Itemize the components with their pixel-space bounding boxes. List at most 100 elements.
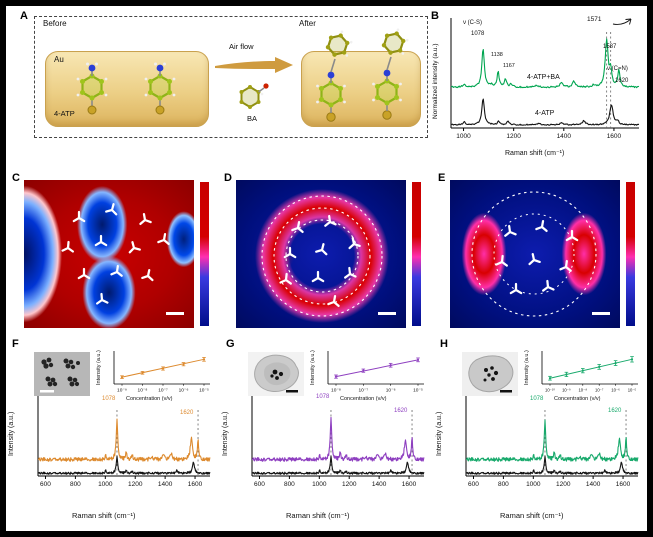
molecule-4atp-icon: [74, 56, 110, 120]
annotation-1078: 1078: [471, 31, 485, 37]
panel-d-label: D: [224, 172, 232, 184]
svg-text:1200: 1200: [556, 481, 571, 488]
panel-a-label: A: [20, 10, 28, 22]
tem-image-f: [40, 357, 80, 393]
svg-text:1600: 1600: [616, 481, 631, 488]
dotted-circle: [493, 213, 575, 295]
dotted-circle: [285, 219, 359, 293]
colorbar-d: [412, 182, 421, 326]
tem-image-g: [254, 354, 299, 393]
nanostructure-icon: [346, 235, 361, 250]
field-map-e-overlay: [471, 191, 610, 317]
nanostructure-icon: [94, 234, 108, 247]
panel-f-ylabel: Intensity (a.u.): [8, 411, 15, 457]
molecule-imine-icons: [315, 27, 413, 123]
svg-text:1600: 1600: [188, 481, 203, 488]
svg-text:1600: 1600: [402, 481, 417, 488]
au-substrate-before: Au 4-ATP: [45, 51, 209, 127]
panel-g-ylabel: Intensity (a.u.): [222, 411, 229, 457]
cal-g-plot: 10⁻⁸ 10⁻⁷ 10⁻⁶ 10⁻⁵: [327, 351, 424, 394]
ba-label: BA: [247, 114, 258, 123]
tem-image-h: [468, 355, 514, 393]
field-map-c: [24, 180, 194, 328]
annotation-1571: 1571: [587, 16, 602, 23]
panel-c: C: [8, 172, 216, 330]
svg-text:1400: 1400: [557, 133, 572, 140]
svg-text:1200: 1200: [342, 481, 357, 488]
cal-g-xlabel: Concentration (v/v): [340, 396, 387, 402]
nanostructure-icon: [105, 201, 120, 216]
field-map-e: [450, 180, 620, 328]
molecule-4atp-label: 4-ATP: [54, 109, 75, 118]
peak-label-1620: 1620: [180, 410, 194, 416]
annotation-1620: 1620: [615, 78, 629, 84]
svg-text:10⁻⁶: 10⁻⁶: [179, 388, 189, 394]
cal-f-plot: 10⁻⁹ 10⁻⁸ 10⁻⁷ 10⁻⁶ 10⁻⁵: [113, 351, 210, 394]
panel-h-xlabel: Raman shift (cm⁻¹): [500, 511, 564, 520]
scale-bar: [592, 312, 610, 315]
svg-text:1000: 1000: [98, 481, 113, 488]
panel-b-ylabel: Normalized intensity (a.u.): [432, 43, 439, 119]
svg-text:10⁻⁹: 10⁻⁹: [562, 388, 571, 393]
nanostructure-icon: [327, 294, 342, 308]
panel-g-raman-plot: 600 800 1000 1200 1400 1600: [251, 352, 425, 488]
svg-text:600: 600: [254, 481, 265, 488]
panel-g-xlabel: Raman shift (cm⁻¹): [286, 511, 350, 520]
nanostructure-icon: [541, 279, 555, 292]
cal-f-xlabel: Concentration (v/v): [126, 396, 173, 402]
nanostructure-icon: [526, 251, 541, 266]
dotted-circle: [261, 195, 383, 317]
airflow-label: Air flow: [229, 42, 254, 51]
au-label: Au: [54, 55, 64, 64]
nanostructure-icon: [535, 219, 550, 233]
nanostructure-icon: [565, 229, 579, 242]
trace-label-4atp-ba: 4-ATP+BA: [527, 74, 560, 81]
svg-text:10⁻⁸: 10⁻⁸: [331, 388, 341, 394]
svg-text:10⁻⁵: 10⁻⁵: [199, 388, 209, 394]
svg-text:10⁻⁶: 10⁻⁶: [611, 388, 620, 393]
svg-text:1400: 1400: [586, 481, 601, 488]
panel-b-xlabel: Raman shift (cm⁻¹): [505, 150, 565, 157]
cal-h-xlabel: Concentration (v/v): [554, 396, 601, 402]
svg-text:10⁻⁸: 10⁻⁸: [138, 388, 148, 394]
peak-label-1078: 1078: [530, 396, 544, 402]
nanostructure-icon: [559, 259, 574, 272]
molecule-ba-icon: [237, 77, 271, 113]
tem-scale-bar: [286, 390, 298, 393]
svg-text:10⁻⁷: 10⁻⁷: [595, 388, 604, 393]
before-label: Before: [43, 19, 67, 28]
calibration-inset-f: Intensity (a.u.) 10⁻⁹ 10⁻⁸ 10⁻⁷ 10⁻⁶ 10⁻⁵ Co…: [96, 348, 216, 410]
nanostructure-icon: [315, 241, 330, 256]
svg-text:10⁻⁸: 10⁻⁸: [578, 388, 587, 393]
panel-f-xlabel: Raman shift (cm⁻¹): [72, 511, 136, 520]
cal-h-ylabel: Intensity (a.u.): [524, 350, 530, 386]
svg-text:10⁻⁶: 10⁻⁶: [386, 388, 396, 394]
nanostructure-icon: [509, 282, 523, 295]
calibration-inset-h: Intensity (a.u.) 10⁻¹⁰ 10⁻⁹ 10⁻⁸ 10⁻⁷ 10⁻⁶ 10…: [524, 348, 644, 410]
panel-f-raman-plot: 600 800 1000 1200 1400 1600: [37, 352, 211, 488]
annotation-1587: 1587: [603, 44, 617, 50]
nanostructure-icon: [279, 272, 293, 285]
colorbar-c: [200, 182, 209, 326]
panel-c-label: C: [12, 172, 20, 184]
annotation-1167: 1167: [503, 63, 515, 69]
calibration-inset-g: Intensity (a.u.) 10⁻⁸ 10⁻⁷ 10⁻⁶ 10⁻⁵ Concen…: [310, 348, 430, 410]
svg-text:1400: 1400: [158, 481, 173, 488]
panel-g-label: G: [226, 338, 235, 350]
nanostructure-icon: [137, 212, 152, 226]
svg-text:1200: 1200: [506, 133, 521, 140]
peak-label-1078: 1078: [102, 396, 116, 402]
airflow-arrow-icon: [215, 57, 293, 73]
cal-f-ylabel: Intensity (a.u.): [96, 350, 102, 386]
panel-b-label: B: [431, 10, 439, 22]
annotation-vcs: ν (C-S): [463, 20, 482, 26]
field-map-c-overlay: [61, 201, 184, 315]
nanostructure-icon: [291, 220, 306, 234]
dotted-circle: [471, 191, 597, 317]
scale-bar: [166, 312, 184, 315]
panel-f-label: F: [12, 338, 19, 350]
panel-h-label: H: [440, 338, 448, 350]
after-label: After: [299, 19, 316, 28]
panel-g: G Intensity (a.u.) 600 800 1000 1200 1400 160…: [222, 338, 434, 530]
panel-e: E: [434, 172, 642, 330]
